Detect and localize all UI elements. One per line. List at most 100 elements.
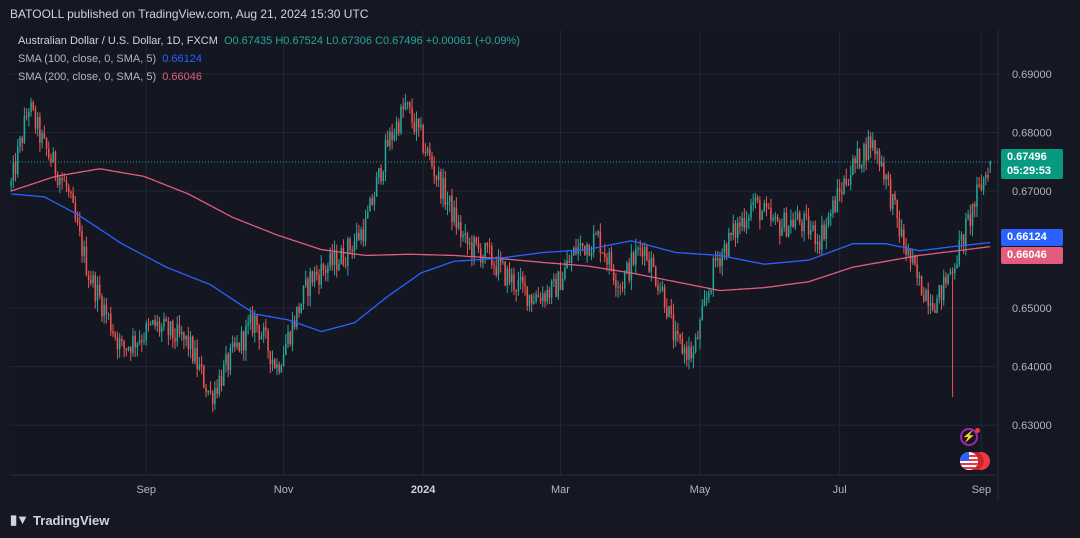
candle-body: [291, 320, 294, 345]
legend-sma200-row[interactable]: SMA (200, close, 0, SMA, 5) 0.66046: [18, 71, 202, 83]
candle-body: [515, 289, 517, 292]
candle-body: [497, 256, 500, 275]
candle-body: [506, 268, 509, 286]
brand-footer[interactable]: ▮▼ TradingView: [10, 512, 109, 528]
candle-body: [794, 219, 797, 228]
candle-body: [517, 280, 520, 292]
candle-body: [652, 257, 655, 268]
candle-body: [302, 285, 305, 305]
candle-body: [63, 180, 66, 182]
candle-body: [969, 214, 972, 226]
candle-body: [251, 314, 254, 334]
candle-body: [222, 364, 225, 386]
us-flag-icon[interactable]: [960, 452, 978, 470]
candle-body: [260, 336, 263, 340]
candle-body: [16, 146, 19, 175]
candle-body: [422, 125, 424, 153]
candle-body: [351, 249, 354, 252]
candle-body: [887, 174, 890, 180]
candle-body: [750, 204, 752, 218]
candle-body: [885, 174, 887, 180]
candle-body: [362, 229, 365, 242]
candle-body: [741, 217, 743, 227]
candle-body: [114, 333, 116, 338]
candle-body: [954, 268, 956, 274]
candle-body: [435, 176, 438, 180]
candle-body: [592, 233, 595, 253]
candle-body: [504, 261, 506, 286]
candle-body: [39, 117, 41, 143]
candle-body: [340, 247, 342, 265]
candle-body: [152, 320, 154, 324]
candle-body: [285, 343, 287, 355]
legend-sma100-row[interactable]: SMA (100, close, 0, SMA, 5) 0.66124: [18, 53, 202, 65]
lightning-icon[interactable]: ⚡: [960, 428, 978, 446]
candle-body: [942, 276, 945, 300]
candle-body: [896, 200, 898, 219]
candle-body: [101, 295, 103, 317]
candle-body: [141, 340, 143, 342]
candle-body: [728, 232, 730, 257]
candle-body: [541, 293, 544, 302]
candle-body: [909, 248, 912, 263]
candle-body: [779, 221, 781, 236]
sma100-line: [11, 193, 991, 333]
candle-body: [951, 271, 954, 274]
symbol-label: Australian Dollar / U.S. Dollar, 1D, FXC…: [18, 35, 218, 47]
candle-body: [158, 321, 161, 333]
x-tick-label: May: [690, 484, 711, 496]
candle-body: [635, 248, 637, 265]
candle-body: [322, 264, 325, 271]
chart-area[interactable]: [10, 30, 998, 475]
candle-body: [588, 244, 591, 256]
candle-body: [180, 332, 183, 335]
candle-body: [872, 140, 874, 148]
candle-body: [34, 109, 37, 129]
candle-body: [240, 331, 243, 351]
candle-body: [491, 246, 493, 265]
candle-body: [510, 274, 513, 283]
candle-body: [559, 271, 562, 290]
candle-body: [442, 178, 444, 199]
candle-body: [832, 200, 834, 214]
candle-body: [366, 211, 369, 219]
candle-body: [783, 212, 786, 228]
candle-body: [965, 218, 967, 246]
candle-body: [745, 220, 748, 228]
candle-body: [214, 387, 216, 404]
candle-body: [36, 117, 39, 129]
candle-body: [914, 256, 916, 265]
candle-body: [373, 196, 376, 205]
candle-body: [535, 294, 537, 302]
candle-body: [121, 338, 123, 342]
candle-body: [389, 132, 391, 147]
candle-body: [641, 249, 644, 257]
candle-body: [191, 336, 194, 362]
candle-body: [803, 213, 805, 232]
candle-body: [608, 252, 610, 265]
grid: [10, 30, 998, 475]
candle-body: [280, 365, 283, 372]
candle-body: [484, 243, 486, 257]
candle-body: [816, 241, 819, 245]
candle-body: [976, 184, 978, 207]
candle-body: [116, 337, 119, 350]
candle-body: [364, 218, 367, 242]
candle-body: [335, 250, 338, 271]
candle-body: [874, 140, 876, 155]
candle-body: [825, 224, 828, 239]
candle-body: [894, 193, 896, 201]
candle-body: [320, 264, 323, 285]
candle-body: [615, 280, 617, 288]
candle-body: [254, 315, 256, 334]
candle-body: [670, 305, 673, 315]
candle-body: [663, 286, 666, 308]
candle-body: [754, 197, 757, 203]
candle-body: [207, 390, 210, 393]
candle-body: [739, 222, 741, 227]
candle-body: [138, 340, 141, 344]
candle-body: [468, 242, 471, 245]
candle-body: [245, 325, 247, 351]
candle-body: [982, 178, 985, 191]
